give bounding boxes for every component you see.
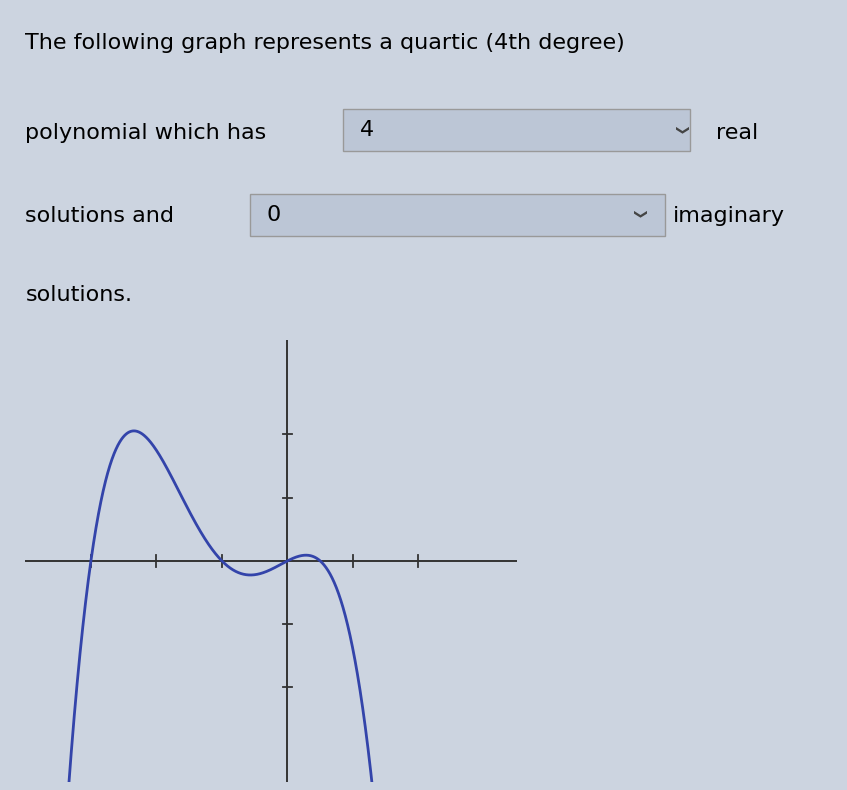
Text: polynomial which has: polynomial which has — [25, 122, 267, 143]
Text: 4: 4 — [360, 120, 374, 140]
Text: imaginary: imaginary — [673, 205, 785, 226]
Text: The following graph represents a quartic (4th degree): The following graph represents a quartic… — [25, 33, 625, 53]
Text: real: real — [716, 122, 758, 143]
Text: ❯: ❯ — [631, 209, 644, 220]
Text: 0: 0 — [267, 205, 281, 224]
FancyBboxPatch shape — [250, 194, 665, 235]
Text: ❯: ❯ — [673, 125, 686, 135]
Text: solutions.: solutions. — [25, 285, 132, 306]
Text: solutions and: solutions and — [25, 205, 174, 226]
FancyBboxPatch shape — [343, 110, 690, 151]
